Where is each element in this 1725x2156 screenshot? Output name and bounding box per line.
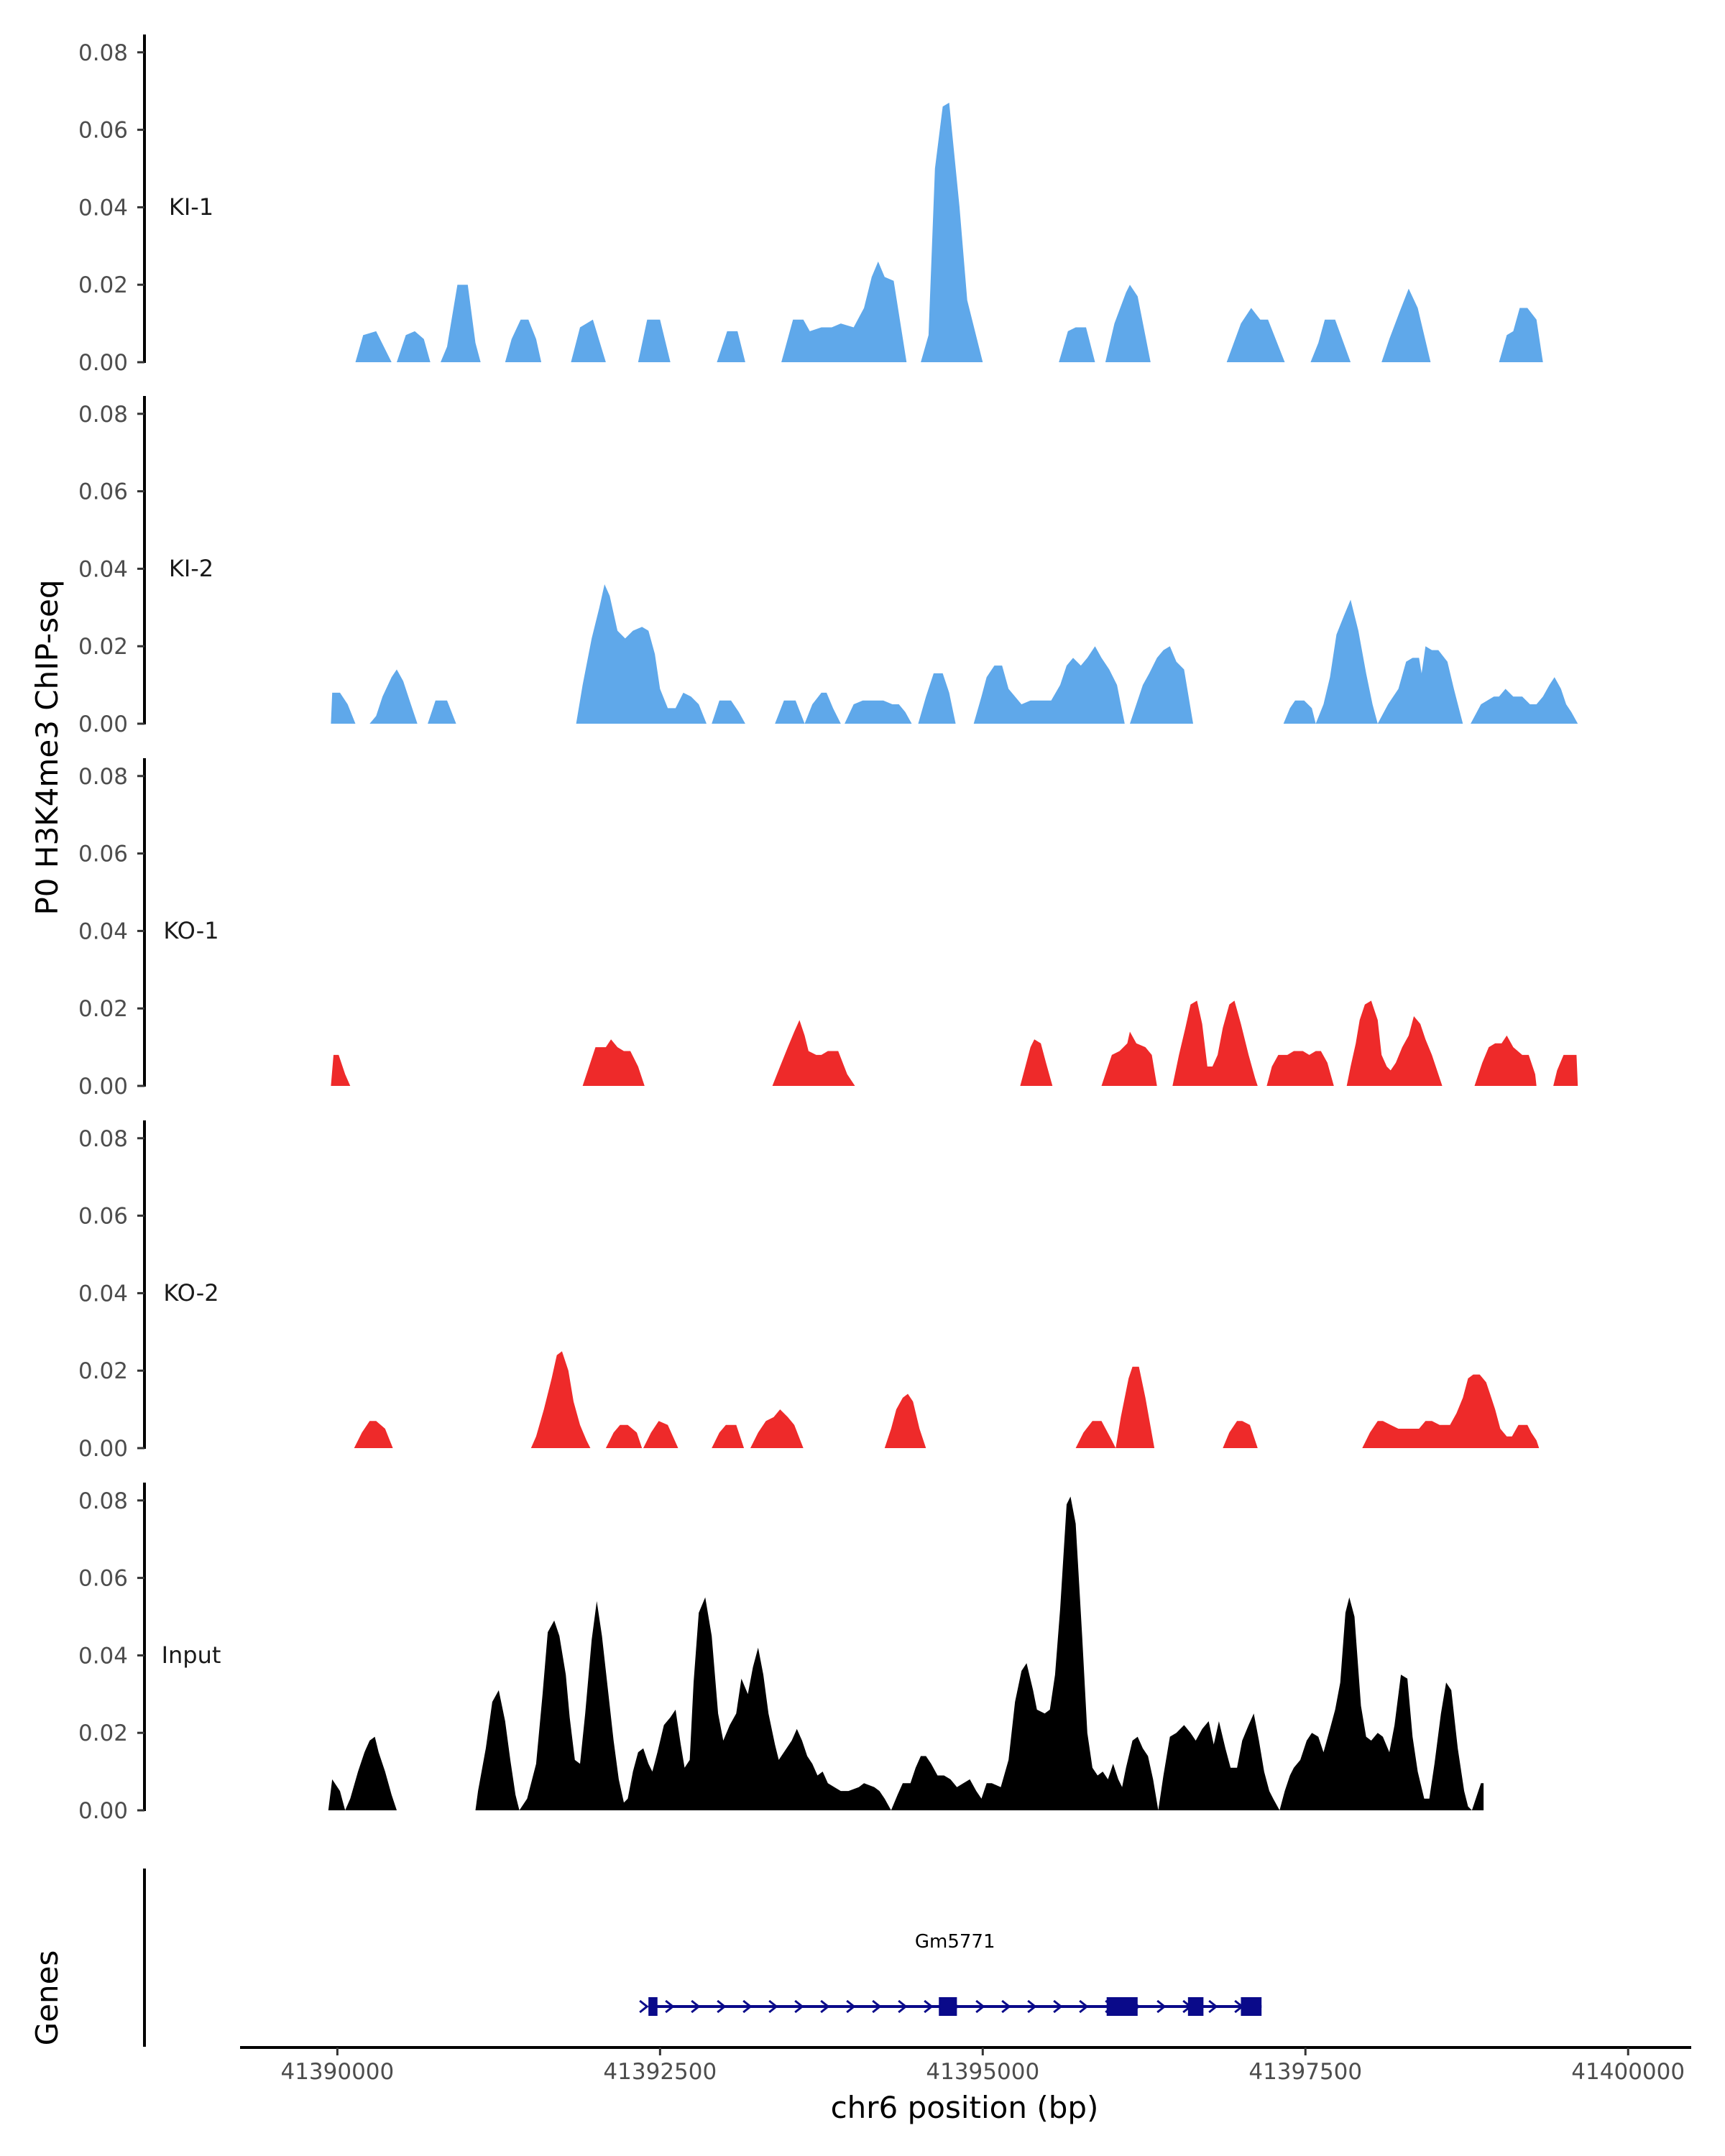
genes-axis-title: Genes	[29, 1950, 65, 2046]
y-tick-label-input: 0.08	[78, 1488, 128, 1514]
strand-chevron	[820, 1999, 830, 2014]
y-tick-label-ko-1: 0.06	[78, 842, 128, 867]
y-tick-label-ko-2: 0.02	[78, 1358, 128, 1384]
strand-chevron	[1001, 1999, 1011, 2014]
track-ko-1: 0.00 0.02 0.04 0.06 0.08 KO-1	[78, 758, 1578, 1100]
x-tick-label: 41395000	[926, 2059, 1039, 2085]
y-tick-label-ki-2: 0.02	[78, 634, 128, 660]
track-ki-1: 0.00 0.02 0.04 0.06 0.08 KI-1	[78, 34, 1543, 376]
y-tick-label-ko-2: 0.06	[78, 1204, 128, 1230]
tracks-group: 0.00 0.02 0.04 0.06 0.08 KI-1 0.00 0.02 0.04 0.06…	[78, 34, 1578, 1824]
strand-chevron	[717, 1999, 727, 2014]
strand-chevron	[975, 1999, 985, 2014]
strand-chevron	[768, 1999, 778, 2014]
track-input: 0.00 0.02 0.04 0.06 0.08 Input	[78, 1483, 1484, 1824]
track-ki-2: 0.00 0.02 0.04 0.06 0.08 KI-2	[78, 396, 1578, 737]
y-tick-label-ki-1: 0.00	[78, 350, 128, 376]
strand-chevron	[1208, 1999, 1218, 2014]
strand-chevron	[924, 1999, 934, 2014]
x-tick-label: 41390000	[280, 2059, 394, 2085]
strand-chevron	[665, 1999, 675, 2014]
y-tick-label-input: 0.04	[78, 1643, 128, 1669]
strand-chevron	[1053, 1999, 1063, 2014]
y-axis-title: P0 H3K4me3 ChIP-seq	[29, 579, 65, 915]
y-tick-label-ko-1: 0.08	[78, 764, 128, 790]
strand-chevron	[742, 1999, 753, 2014]
x-tick-label: 41400000	[1571, 2059, 1685, 2085]
y-tick-label-ki-2: 0.00	[78, 711, 128, 737]
x-tick-label: 41392500	[603, 2059, 717, 2085]
strand-chevron	[639, 1999, 649, 2014]
gene-exon	[1106, 1997, 1138, 2016]
y-tick-label-ko-1: 0.00	[78, 1074, 128, 1100]
y-tick-label-ki-1: 0.04	[78, 195, 128, 221]
y-tick-label-ki-1: 0.06	[78, 118, 128, 144]
strand-chevron	[898, 1999, 908, 2014]
y-tick-label-ko-1: 0.04	[78, 918, 128, 944]
strand-chevron	[872, 1999, 882, 2014]
genes-panel: Gm5771	[143, 1869, 1262, 2047]
gene-exon	[648, 1997, 658, 2016]
gene-gm5771: Gm5771	[639, 1931, 1262, 2016]
y-tick-label-ki-2: 0.04	[78, 556, 128, 582]
coverage-area-ko-1	[331, 1000, 1578, 1086]
y-tick-label-input: 0.02	[78, 1720, 128, 1746]
track-ko-2: 0.00 0.02 0.04 0.06 0.08 KO-2	[78, 1120, 1540, 1462]
y-tick-label-input: 0.00	[78, 1798, 128, 1824]
track-label-ki-1: KI-1	[169, 193, 213, 221]
y-tick-label-ko-2: 0.08	[78, 1126, 128, 1152]
strand-chevron	[1027, 1999, 1037, 2014]
coverage-area-ki-2	[331, 584, 1578, 724]
y-tick-label-ki-1: 0.02	[78, 272, 128, 298]
gene-exon	[1241, 1997, 1262, 2016]
track-label-ko-1: KO-1	[163, 917, 218, 944]
y-tick-label-ki-1: 0.08	[78, 40, 128, 66]
x-tick-label: 41397500	[1248, 2059, 1362, 2085]
y-tick-label-ko-1: 0.02	[78, 996, 128, 1022]
strand-chevron	[846, 1999, 856, 2014]
gene-exon	[1187, 1997, 1204, 2016]
y-tick-label-ki-2: 0.06	[78, 479, 128, 505]
strand-chevron	[1079, 1999, 1089, 2014]
track-label-ki-2: KI-2	[169, 555, 213, 582]
y-tick-label-input: 0.06	[78, 1566, 128, 1592]
track-label-ko-2: KO-2	[163, 1279, 218, 1307]
strand-chevron	[1156, 1999, 1167, 2014]
coverage-area-ko-2	[354, 1351, 1540, 1448]
y-tick-label-ko-2: 0.04	[78, 1281, 128, 1307]
gene-exon	[939, 1997, 957, 2016]
strand-chevron	[794, 1999, 804, 2014]
y-tick-label-ki-2: 0.08	[78, 402, 128, 428]
gene-name-label: Gm5771	[915, 1931, 995, 1953]
y-tick-label-ko-2: 0.00	[78, 1436, 128, 1462]
coverage-area-ki-1	[355, 102, 1543, 362]
coverage-area-input	[328, 1496, 1484, 1810]
track-label-input: Input	[162, 1641, 221, 1669]
x-axis: 41390000 41392500 41395000 41397500 41400000	[240, 2046, 1691, 2085]
strand-chevron	[691, 1999, 701, 2014]
x-axis-title: chr6 position (bp)	[831, 2090, 1099, 2125]
